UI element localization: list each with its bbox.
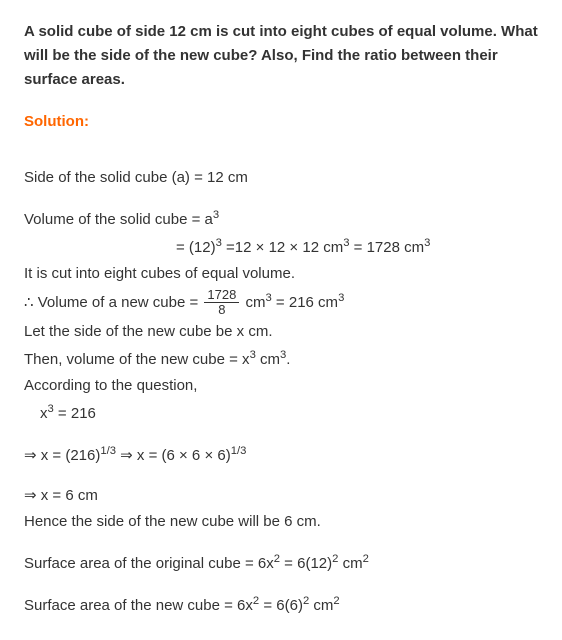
solution-line-sa-new: Surface area of the new cube = 6x 2 = 6(6… [24, 592, 538, 618]
text-segment: ∴ Volume of a new cube = [24, 294, 202, 311]
exponent: 1/3 [231, 445, 247, 457]
fraction: 17288 [204, 288, 239, 318]
solution-line-hence: Hence the side of the new cube will be 6… [24, 510, 538, 534]
text-segment: cm [338, 555, 362, 572]
text-segment: = 216 [54, 405, 96, 422]
solution-line-new-volume: ∴ Volume of a new cube = 17288 cm 3 = 216… [24, 288, 538, 318]
text-segment: = 6(12) [280, 555, 332, 572]
text-segment: x [40, 405, 48, 422]
solution-line-let: Let the side of the new cube be x cm. [24, 320, 538, 344]
exponent: 2 [363, 553, 369, 565]
exponent: 3 [338, 292, 344, 304]
text-segment: = 6(6) [259, 597, 303, 614]
text-segment: cm [256, 351, 280, 368]
question-text: A solid cube of side 12 cm is cut into e… [24, 20, 538, 92]
text-segment: ⇒ x = (216) [24, 447, 100, 464]
text-segment: = (12) [176, 239, 216, 256]
text-segment: . [286, 351, 290, 368]
solution-line-sa-original: Surface area of the original cube = 6x2 … [24, 550, 538, 576]
solution-line-volume-calc: = (12)3 =12 × 12 × 12 cm3 = 1728 cm3 [24, 234, 538, 260]
text-segment: cm [241, 294, 265, 311]
fraction-numerator: 1728 [204, 288, 239, 303]
solution-line-volume-formula: Volume of the solid cube = a3 [24, 206, 538, 232]
solution-line-x-result: ⇒ x = 6 cm [24, 484, 538, 508]
text-segment: cm [309, 597, 333, 614]
text-segment: ⇒ x = (6 × 6 × 6) [116, 447, 231, 464]
text-segment: Then, volume of the new cube = x [24, 351, 250, 368]
text-segment: Surface area of the original cube = 6x [24, 555, 274, 572]
solution-line-cube-root: ⇒ x = (216)1/3 ⇒ x = (6 × 6 × 6)1/3 [24, 442, 538, 468]
text-segment: Volume of the solid cube = a [24, 211, 213, 228]
exponent: 3 [213, 209, 219, 221]
text-segment: Surface area of the new cube = 6x [24, 597, 253, 614]
solution-line-according: According to the question, [24, 374, 538, 398]
fraction-denominator: 8 [204, 303, 239, 317]
solution-line-cut: It is cut into eight cubes of equal volu… [24, 262, 538, 286]
text-segment: = 216 cm [272, 294, 338, 311]
exponent: 3 [424, 237, 430, 249]
exponent: 1/3 [100, 445, 116, 457]
exponent: 2 [333, 595, 339, 607]
solution-line-then-volume: Then, volume of the new cube = x3 cm3. [24, 346, 538, 372]
solution-line-equation: x3 = 216 [24, 400, 538, 426]
solution-line-side: Side of the solid cube (a) = 12 cm [24, 166, 538, 190]
text-segment: =12 × 12 × 12 cm [222, 239, 343, 256]
text-segment: = 1728 cm [349, 239, 424, 256]
solution-label: Solution: [24, 110, 538, 134]
